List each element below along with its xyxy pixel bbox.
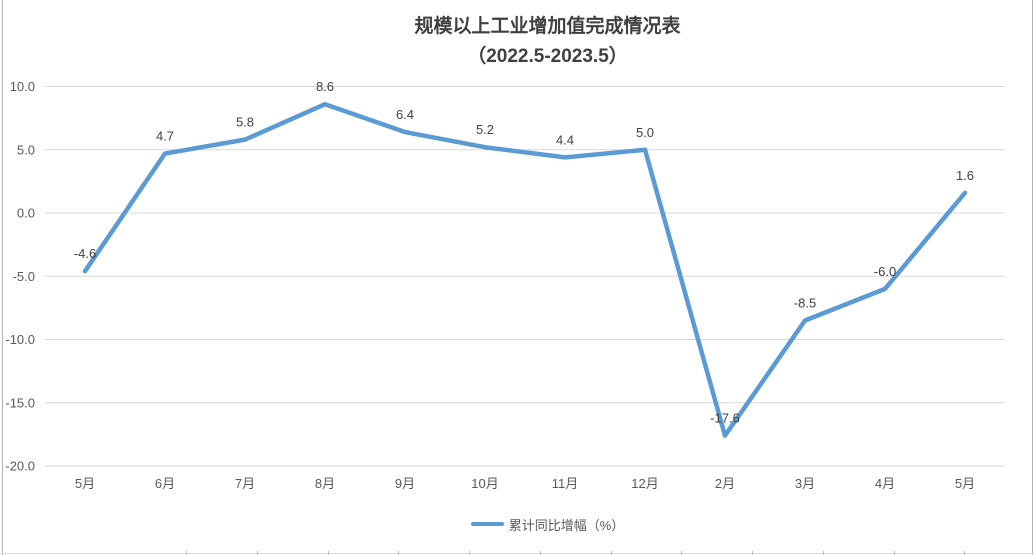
x-axis-tick-label: 9月	[395, 476, 415, 491]
series-line	[82, 101, 968, 438]
worksheet-column-border-right	[1032, 0, 1033, 555]
x-axis-tick-label: 7月	[235, 476, 255, 491]
data-point-label: -8.5	[794, 296, 816, 311]
x-axis-tick-label: 5月	[955, 476, 975, 491]
y-axis-tick-label: 5.0	[17, 142, 35, 157]
worksheet-column-tick	[752, 551, 753, 555]
data-point-label: -17.6	[710, 411, 740, 426]
x-axis-tick-label: 12月	[631, 476, 658, 491]
x-axis-tick-label: 3月	[795, 476, 815, 491]
data-point-label: 5.8	[236, 115, 254, 130]
worksheet-column-tick	[186, 551, 187, 555]
worksheet-column-tick	[398, 551, 399, 555]
legend: 累计同比增幅（%）	[60, 514, 1035, 534]
worksheet-column-tick	[611, 551, 612, 555]
worksheet-column-tick	[681, 551, 682, 555]
data-point-label: -4.6	[74, 246, 96, 261]
x-axis-tick-label: 5月	[75, 476, 95, 491]
worksheet-column-tick	[823, 551, 824, 555]
legend-label: 累计同比增幅（%）	[508, 517, 625, 533]
data-point-label: 8.6	[316, 79, 334, 94]
data-point-label: -6.0	[874, 264, 896, 279]
worksheet-column-border-left	[2, 0, 3, 555]
worksheet-column-tick	[964, 551, 965, 555]
y-axis-tick-label: -20.0	[5, 459, 35, 474]
worksheet-column-tick	[257, 551, 258, 555]
data-point-label: 1.6	[956, 168, 974, 183]
chart-title-line2: （2022.5-2023.5）	[467, 46, 628, 67]
worksheet-row-border-bottom	[0, 553, 1035, 554]
worksheet-column-tick	[469, 551, 470, 555]
y-axis-tick-label: 10.0	[10, 79, 35, 94]
data-point-label: 5.0	[636, 125, 654, 140]
chart-title-line1: 规模以上工业增加值完成情况表	[414, 16, 681, 37]
y-axis-tick-label: -10.0	[5, 332, 35, 347]
worksheet-column-tick	[540, 551, 541, 555]
y-axis-tick-label: 0.0	[17, 206, 35, 221]
worksheet-column-tick	[894, 551, 895, 555]
x-axis-tick-label: 4月	[875, 476, 895, 491]
worksheet-column-tick	[328, 551, 329, 555]
x-axis-tick-label: 6月	[155, 476, 175, 491]
data-point-label: 5.2	[476, 122, 494, 137]
legend-line-marker	[470, 521, 504, 527]
data-point-label: 6.4	[396, 107, 414, 122]
y-axis-tick-label: -5.0	[13, 269, 35, 284]
chart-title: 规模以上工业增加值完成情况表 （2022.5-2023.5）	[60, 12, 1035, 72]
data-point-label: 4.4	[556, 132, 574, 147]
x-axis-tick-label: 8月	[315, 476, 335, 491]
x-axis-tick-label: 10月	[471, 476, 498, 491]
data-point-label: 4.7	[156, 129, 174, 144]
x-axis-tick-label: 11月	[552, 476, 579, 491]
x-axis-tick-label: 2月	[715, 476, 735, 491]
y-axis-tick-label: -15.0	[5, 395, 35, 410]
